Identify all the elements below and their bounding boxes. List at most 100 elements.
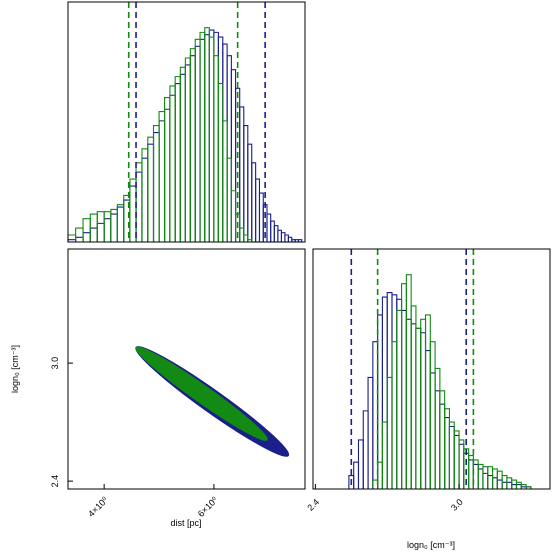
joint-y-axis-label: logn₀ [cm⁻³] <box>10 345 20 393</box>
joint-y-tick-label-0: 2.4 <box>50 475 60 488</box>
dist-hist-series-0-bin-29 <box>230 69 237 242</box>
logn0-hist-series-0-bin-19 <box>439 403 446 489</box>
dist-hist-series-1-bin-18 <box>179 66 186 242</box>
dist-hist-series-0-bin-19 <box>184 64 191 242</box>
logn0-x-tick-label-0: 2.4 <box>305 497 321 513</box>
logn0-hist-series-1-bin-12 <box>429 341 436 489</box>
dist-hist-series-1-bin-0 <box>67 234 77 242</box>
logn0-x-tick-label-1: 3.0 <box>449 497 465 513</box>
dist-hist-series-0-bin-14 <box>158 120 166 242</box>
dist-hist-series-1-bin-25 <box>213 55 219 242</box>
dist-hist-series-0-bin-33 <box>247 143 253 242</box>
dist-hist-series-1-bin-12 <box>147 136 155 242</box>
logn0-hist-series-0-bin-22 <box>453 434 460 489</box>
dist-histogram-frame <box>67 1 306 243</box>
dist-hist-series-0-bin-24 <box>208 29 215 242</box>
logn0-hist-series-0-bin-33 <box>506 481 513 489</box>
dist-hist-series-1-bin-28 <box>226 157 232 242</box>
logn0-hist-series-1-bin-14 <box>439 390 446 489</box>
dist-hist-series-0-bin-11 <box>141 157 149 242</box>
logn0-hist-series-0-bin-26 <box>472 463 479 489</box>
logn0-hist-series-0-bin-35 <box>515 483 522 489</box>
dist-hist-series-1-bin-21 <box>194 38 201 242</box>
logn0-hist-series-0-bin-12 <box>405 318 412 489</box>
logn0-hist-series-0-bin-20 <box>444 417 450 489</box>
logn0-hist-series-1-bin-5 <box>396 309 403 489</box>
joint-contour-panel: 4×10⁰ 6×10⁰ 2.4 3.0 dist [pc] logn₀ [cm⁻³] <box>10 248 306 528</box>
dist-hist-series-0-bin-17 <box>174 83 181 242</box>
logn0-hist-series-0-bin-30 <box>492 477 498 489</box>
logn0-hist-series-1-bin-13 <box>434 367 441 489</box>
logn0-hist-series-0-bin-3 <box>362 410 369 489</box>
logn0-hist-series-0-bin-11 <box>401 309 407 489</box>
dist-hist-series-0-bin-34 <box>251 162 257 242</box>
logn0-x-axis-label: logn₀ [cm⁻³] <box>407 540 455 550</box>
logn0-hist-series-0-bin-8 <box>386 292 393 489</box>
dist-hist-series-1-bin-7 <box>116 204 125 242</box>
dist-hist-series-0-bin-22 <box>199 38 206 242</box>
logn0-hist-series-0-bin-23 <box>458 443 465 489</box>
logn0-hist-series-1-bin-11 <box>424 314 431 489</box>
logn0-hist-series-0-bin-28 <box>482 472 489 489</box>
logn0-hist-series-0-bin-9 <box>391 294 398 489</box>
logn0-hist-series-1-bin-10 <box>420 318 427 489</box>
dist-histogram-panel <box>67 1 306 243</box>
logn0-hist-series-1-bin-2 <box>381 421 388 489</box>
dist-hist-series-1-bin-2 <box>82 218 91 242</box>
logn0-hist-series-0-bin-29 <box>487 475 494 489</box>
dist-hist-series-0-bin-18 <box>179 73 186 242</box>
dist-hist-series-0-bin-6 <box>110 213 118 242</box>
dist-hist-series-1-bin-13 <box>152 124 160 242</box>
logn0-hist-series-0-bin-7 <box>381 296 388 489</box>
logn0-hist-series-0-bin-21 <box>448 425 455 489</box>
dist-hist-series-1-bin-32 <box>243 234 249 242</box>
logn0-hist-series-0-bin-1 <box>353 461 360 489</box>
dist-hist-series-1-bin-26 <box>217 83 224 242</box>
logn0-hist-series-1-bin-32 <box>525 486 532 489</box>
logn0-hist-series-1-bin-18 <box>458 439 465 489</box>
dist-hist-series-1-bin-15 <box>164 97 171 242</box>
dist-hist-series-0-bin-47 <box>297 239 303 242</box>
logn0-hist-series-0-bin-2 <box>357 439 364 489</box>
logn0-hist-series-1-bin-7 <box>405 274 412 489</box>
logn0-hist-series-1-bin-24 <box>487 466 494 489</box>
dist-hist-series-1-bin-22 <box>199 31 206 242</box>
logn0-hist-series-1-bin-9 <box>415 327 422 489</box>
joint-x-axis-label: dist [pc] <box>170 518 201 528</box>
dist-hist-series-1-bin-20 <box>189 48 196 242</box>
logn0-hist-series-1-bin-16 <box>448 421 455 489</box>
logn0-hist-series-0-bin-31 <box>496 479 503 489</box>
dist-hist-series-1-bin-31 <box>239 227 245 242</box>
logn0-hist-series-1-bin-3 <box>386 376 393 489</box>
dist-hist-series-1-bin-17 <box>174 76 181 242</box>
dist-hist-series-1-bin-33 <box>247 239 253 242</box>
logn0-hist-series-1-bin-6 <box>401 283 407 489</box>
dist-hist-series-0-bin-7 <box>116 206 125 242</box>
logn0-hist-series-0-bin-27 <box>477 468 484 489</box>
joint-y-tick-label-1: 3.0 <box>50 357 60 370</box>
dist-hist-series-1-bin-1 <box>75 227 84 242</box>
dist-hist-series-1-bin-4 <box>96 211 105 242</box>
logn0-hist-series-1-bin-30 <box>515 481 522 489</box>
logn0-hist-series-0-bin-16 <box>424 350 431 489</box>
logn0-hist-series-1-bin-25 <box>492 468 498 489</box>
dist-hist-series-1-bin-23 <box>204 27 210 242</box>
dist-hist-series-0-bin-12 <box>147 143 155 242</box>
dist-hist-series-0-bin-10 <box>135 171 143 242</box>
logn0-hist-series-0-bin-18 <box>434 390 441 489</box>
dist-hist-series-1-bin-14 <box>158 111 166 242</box>
logn0-hist-series-0-bin-17 <box>429 372 436 489</box>
logn0-hist-series-0-bin-13 <box>410 323 417 489</box>
logn0-histogram-panel: 2.4 3.0 logn₀ [cm⁻³] <box>305 248 551 550</box>
dist-hist-series-1-bin-5 <box>103 211 112 242</box>
logn0-hist-series-0-bin-4 <box>367 376 374 489</box>
logn0-hist-series-1-bin-15 <box>444 408 450 489</box>
dist-hist-series-0-bin-2 <box>82 232 91 242</box>
logn0-hist-series-0-bin-14 <box>415 327 422 489</box>
joint-contour-frame <box>67 248 306 490</box>
dist-hist-series-0-bin-36 <box>258 192 264 242</box>
dist-hist-series-0-bin-1 <box>75 236 84 242</box>
dist-hist-series-0-bin-23 <box>204 34 210 242</box>
dist-hist-series-0-bin-5 <box>103 218 112 242</box>
